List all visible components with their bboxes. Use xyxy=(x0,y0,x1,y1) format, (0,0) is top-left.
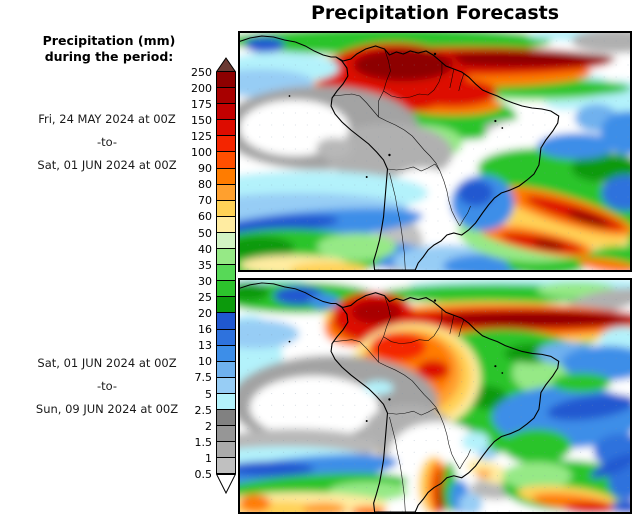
colorbar-tick-label: 0.5 xyxy=(194,468,213,481)
colorbar-segment xyxy=(216,409,236,427)
precip-field-2 xyxy=(240,280,630,512)
latlon-grid-dots xyxy=(247,287,629,512)
colorbar: 250 200 175 150 125 100 90 80 70 60 50 40 35 30 25 20 16… xyxy=(166,57,238,499)
central-america-coastline xyxy=(240,35,337,58)
colorbar-segment xyxy=(216,249,236,266)
period-2-label: Sat, 01 JUN 2024 at 00Z -to- Sun, 09 JUN… xyxy=(0,356,214,425)
period-2-separator: -to- xyxy=(96,379,118,393)
colorbar-tick-label: 250 xyxy=(191,65,212,79)
colorbar-segment xyxy=(216,281,236,298)
colorbar-tick-label: 1 xyxy=(205,451,212,465)
colorbar-segment xyxy=(216,200,236,217)
colorbar-segment xyxy=(216,361,236,378)
colorbar-tick-label: 80 xyxy=(198,178,212,192)
central-america-coastline xyxy=(240,282,337,304)
colorbar-segment xyxy=(216,104,236,121)
precip-field-1 xyxy=(240,33,630,270)
page-title: Precipitation Forecasts xyxy=(310,2,560,24)
colorbar-tick-label: 200 xyxy=(191,81,212,95)
coastline-slot xyxy=(240,282,560,512)
colorbar-segment xyxy=(216,136,236,153)
colorbar-segments xyxy=(216,72,236,475)
colorbar-tick-label: 2.5 xyxy=(194,403,213,417)
colorbar-segment xyxy=(216,152,236,169)
period-1-label: Fri, 24 MAY 2024 at 00Z -to- Sat, 01 JUN… xyxy=(0,112,214,181)
colorbar-up-arrow-icon xyxy=(216,57,236,72)
legend-heading-line2: during the period: xyxy=(44,49,174,64)
colorbar-tick-label: 10 xyxy=(198,355,212,369)
colorbar-tick-label: 175 xyxy=(191,97,212,111)
colorbar-tick-label: 50 xyxy=(198,226,212,240)
colorbar-tick-label: 100 xyxy=(191,146,212,159)
colorbar-tick-label: 30 xyxy=(198,274,212,288)
colorbar-segment xyxy=(216,120,236,137)
south-america-coastline xyxy=(330,45,560,270)
forecast-map-2 xyxy=(240,280,630,512)
colorbar-segment xyxy=(216,345,236,362)
colorbar-segment xyxy=(216,216,236,233)
forecast-map-1 xyxy=(240,33,630,270)
colorbar-segment xyxy=(216,88,236,105)
country-borders xyxy=(333,48,471,270)
colorbar-tick-label: 60 xyxy=(198,210,212,224)
colorbar-segment xyxy=(216,184,236,201)
colorbar-tick-label: 16 xyxy=(198,323,212,337)
forecast-map-panel-1 xyxy=(238,31,632,272)
colorbar-tick-label: 125 xyxy=(191,129,212,143)
colorbar-segment xyxy=(216,458,236,475)
colorbar-tick-label: 40 xyxy=(198,242,212,256)
period-1-start: Fri, 24 MAY 2024 at 00Z xyxy=(38,112,176,126)
colorbar-tick-label: 20 xyxy=(198,307,212,320)
colorbar-segment xyxy=(216,232,236,250)
legend-heading-line1: Precipitation (mm) xyxy=(42,33,176,48)
colorbar-segment xyxy=(216,297,236,314)
colorbar-segment xyxy=(216,265,236,282)
period-2-end: Sun, 09 JUN 2024 at 00Z xyxy=(35,402,179,416)
colorbar-tick-label: 25 xyxy=(198,290,212,304)
colorbar-segment xyxy=(216,168,236,185)
colorbar-tick-label: 2 xyxy=(205,419,212,433)
colorbar-up-arrow-shape xyxy=(216,57,236,72)
colorbar-down-arrow-shape xyxy=(216,474,236,495)
colorbar-segment xyxy=(216,377,236,394)
colorbar-tick-label: 5 xyxy=(205,387,212,401)
colorbar-tick-label: 13 xyxy=(198,339,212,353)
colorbar-tick-label: 70 xyxy=(198,194,212,208)
colorbar-tick-label: 1.5 xyxy=(194,435,213,449)
period-1-end: Sat, 01 JUN 2024 at 00Z xyxy=(37,158,177,172)
island-marks xyxy=(288,52,504,178)
forecast-map-panel-2 xyxy=(238,278,632,514)
latlon-grid-dots xyxy=(247,40,629,270)
south-america-coastline xyxy=(330,292,560,512)
period-2-start: Sat, 01 JUN 2024 at 00Z xyxy=(37,356,177,370)
coastline-borders xyxy=(240,282,560,512)
colorbar-bar xyxy=(216,57,236,495)
colorbar-tick-label: 35 xyxy=(198,258,212,272)
colorbar-segment xyxy=(216,426,236,443)
coastline-borders xyxy=(240,35,560,270)
colorbar-segment xyxy=(216,393,236,410)
colorbar-tick-label: 7.5 xyxy=(194,371,213,385)
colorbar-segment xyxy=(216,442,236,459)
period-1-separator: -to- xyxy=(96,135,118,149)
colorbar-tick-label: 90 xyxy=(198,162,212,176)
island-marks xyxy=(288,299,504,422)
legend-heading: Precipitation (mm) during the period: xyxy=(8,33,210,65)
country-borders xyxy=(333,295,471,512)
colorbar-segment xyxy=(216,72,236,89)
colorbar-segment xyxy=(216,329,236,346)
colorbar-tick-label: 150 xyxy=(191,113,212,127)
colorbar-down-arrow-icon xyxy=(216,474,236,495)
colorbar-segment xyxy=(216,313,236,330)
